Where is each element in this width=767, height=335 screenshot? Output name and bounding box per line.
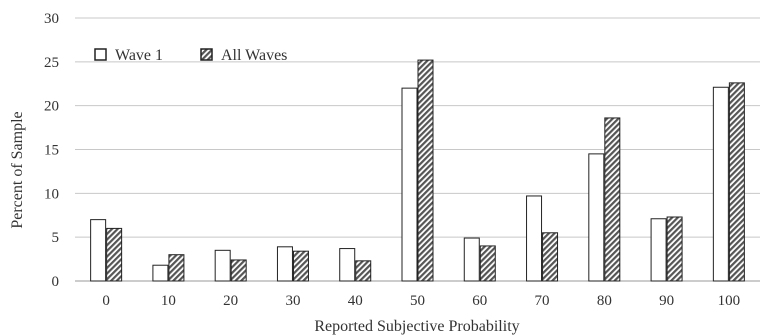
- x-tick-label: 20: [223, 293, 238, 309]
- bar-all-waves: [168, 254, 185, 282]
- bar-wave-1: [276, 246, 293, 282]
- bar-all-waves: [292, 250, 309, 282]
- bar-all-waves: [542, 232, 559, 282]
- bar-all-waves: [604, 117, 621, 282]
- bar-wave-1: [588, 153, 605, 282]
- x-axis-ticks: 0 10 20 30 40 50 60 70 80 90 100: [102, 293, 740, 309]
- y-tick-label: 5: [52, 230, 60, 246]
- bars: [90, 59, 745, 282]
- legend-swatch-wave-1: [94, 48, 107, 61]
- x-tick-label: 50: [410, 293, 425, 309]
- y-axis-ticks: 0 5 10 15 20 25 30: [44, 11, 59, 290]
- y-tick-label: 15: [44, 143, 59, 159]
- bar-all-waves: [666, 216, 683, 282]
- x-axis-label: Reported Subjective Probability: [314, 318, 519, 335]
- bar-all-waves: [728, 82, 745, 282]
- bar-wave-1: [339, 248, 356, 282]
- bar-all-waves: [355, 260, 372, 282]
- bar-wave-1: [214, 249, 231, 282]
- legend: Wave 1 All Waves: [94, 47, 287, 64]
- bar-wave-1: [650, 218, 667, 282]
- y-tick-label: 30: [44, 11, 59, 27]
- x-tick-label: 80: [597, 293, 612, 309]
- bar-wave-1: [152, 264, 169, 282]
- x-tick-label: 60: [472, 293, 487, 309]
- bar-wave-1: [401, 87, 418, 282]
- bar-wave-1: [90, 219, 107, 282]
- bar-all-waves: [479, 245, 496, 282]
- y-tick-label: 0: [52, 274, 60, 290]
- bar-all-waves: [230, 259, 247, 282]
- x-tick-label: 30: [285, 293, 300, 309]
- y-tick-label: 10: [44, 186, 59, 202]
- legend-label-wave-1: Wave 1: [115, 47, 163, 64]
- bar-wave-1: [526, 195, 543, 282]
- bar-wave-1: [712, 86, 729, 282]
- x-tick-label: 10: [161, 293, 176, 309]
- x-tick-label: 100: [718, 293, 741, 309]
- legend-swatch-all-waves: [200, 48, 213, 61]
- y-tick-label: 25: [44, 55, 59, 71]
- bar-wave-1: [463, 237, 480, 282]
- y-tick-label: 20: [44, 99, 59, 115]
- x-tick-label: 90: [659, 293, 674, 309]
- x-tick-label: 0: [102, 293, 110, 309]
- legend-label-all-waves: All Waves: [221, 47, 287, 64]
- bar-all-waves: [106, 227, 123, 282]
- y-axis-label: Percent of Sample: [9, 111, 26, 228]
- x-tick-label: 40: [348, 293, 363, 309]
- bar-all-waves: [417, 59, 434, 282]
- x-tick-label: 70: [535, 293, 550, 309]
